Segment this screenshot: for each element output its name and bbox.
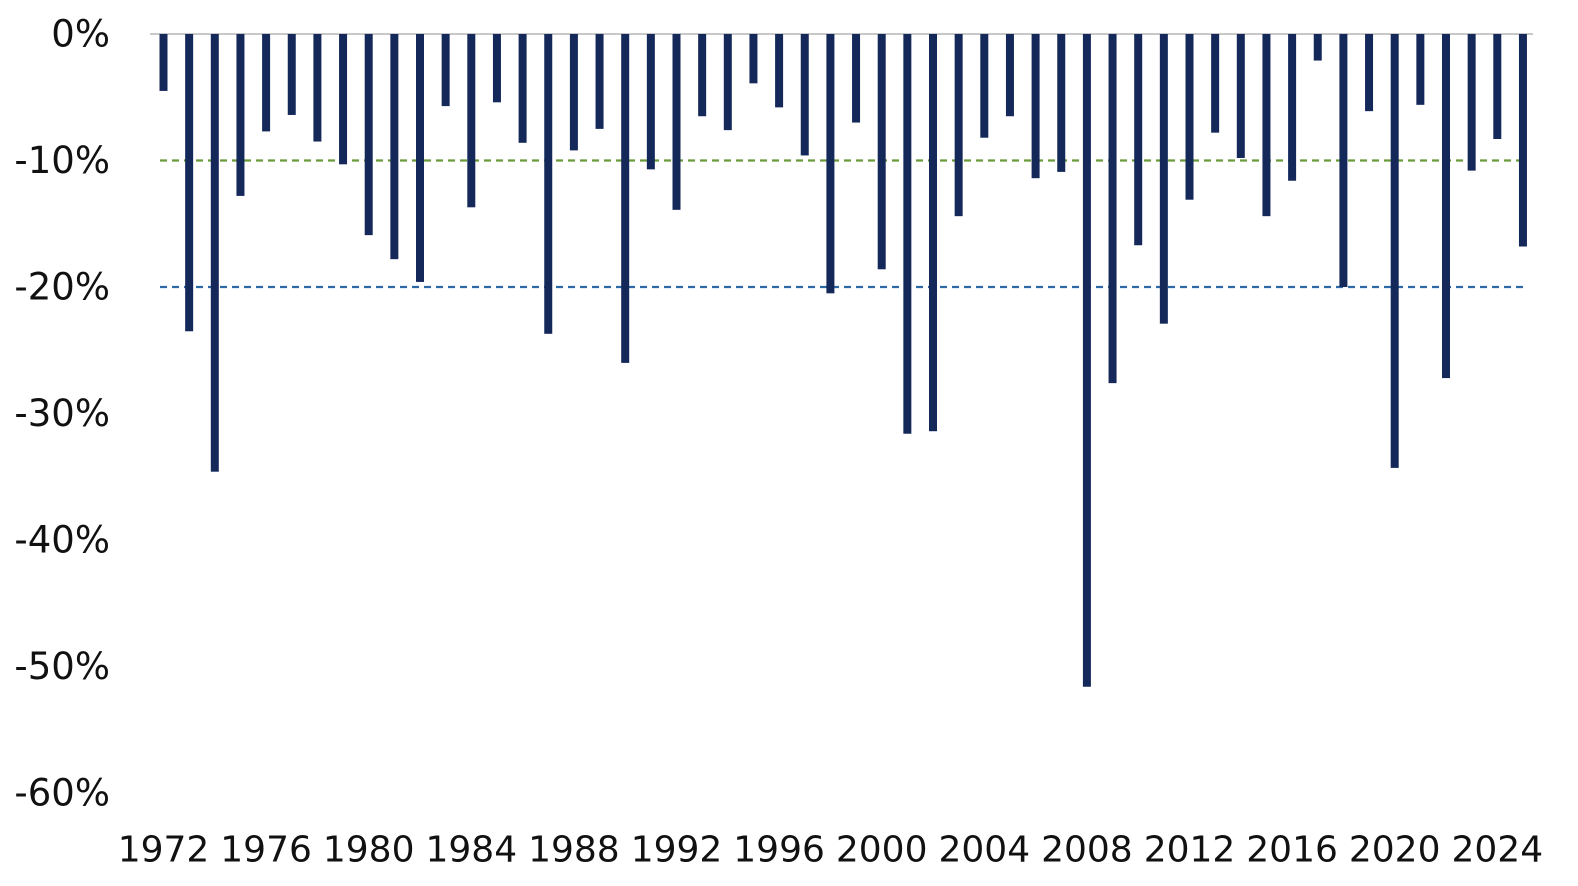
bar-2013 [1211,34,1220,133]
bar-2025 [1518,34,1527,247]
x-tick-label: 2016 [1246,830,1338,871]
bar-1972 [159,34,168,91]
bar-1992 [672,34,681,210]
bar-2004 [980,34,989,138]
bar-1998 [826,34,835,294]
bar-2003 [954,34,963,217]
y-tick-label: -50% [14,645,110,688]
bar-1990 [621,34,630,363]
bar-2009 [1108,34,1117,384]
bar-1996 [775,34,784,108]
bar-1973 [185,34,194,332]
bar-1989 [595,34,604,129]
x-tick-label: 1980 [323,830,415,871]
bar-2016 [1288,34,1297,181]
bar-2020 [1390,34,1399,468]
bar-1987 [544,34,553,334]
x-axis-ticks: 1972 1976 1980 1984 1988 1992 1996 2000 2004 2008… [118,830,1543,871]
bar-2001 [903,34,912,434]
bar-1995 [749,34,758,84]
bar-1980 [364,34,373,236]
bar-2008 [1082,34,1091,687]
y-tick-label: -60% [14,772,110,815]
bar-2015 [1262,34,1271,217]
bar-1988 [569,34,578,151]
bar-1977 [287,34,296,115]
bar-1999 [852,34,861,123]
x-tick-label: 2024 [1451,830,1543,871]
bar-1981 [390,34,399,260]
bar-1991 [646,34,655,170]
bar-2022 [1442,34,1450,379]
bar-2023 [1467,34,1476,171]
bars-group [159,34,1527,687]
x-tick-label: 1984 [425,830,517,871]
x-tick-label: 2008 [1041,830,1133,871]
x-tick-label: 2012 [1144,830,1236,871]
bar-1975 [236,34,245,196]
bar-2012 [1185,34,1194,200]
bar-1985 [492,34,501,103]
x-tick-label: 1988 [528,830,620,871]
bar-1984 [467,34,476,208]
bar-1982 [416,34,424,282]
bar-1983 [441,34,450,107]
bar-2021 [1416,34,1425,105]
y-axis-ticks: 0% -10% -20% -30% -40% -50% -60% [14,13,110,815]
bar-2002 [929,34,937,432]
bar-2006 [1031,34,1040,179]
bar-1994 [723,34,732,131]
x-tick-label: 2004 [938,830,1030,871]
x-tick-label: 1996 [733,830,825,871]
bar-2024 [1493,34,1502,139]
bar-2010 [1134,34,1143,246]
y-tick-label: -10% [14,139,110,182]
bar-1986 [518,34,527,143]
bar-2014 [1236,34,1245,158]
bar-2011 [1159,34,1168,324]
y-tick-label: -40% [14,519,110,562]
bar-2019 [1365,34,1374,112]
bar-1979 [339,34,348,165]
bar-1974 [210,34,219,472]
reference-lines [160,159,1528,289]
x-tick-label: 1972 [118,830,210,871]
bar-2007 [1057,34,1066,172]
bar-1978 [313,34,322,142]
x-tick-label: 2020 [1349,830,1441,871]
bar-2017 [1313,34,1322,61]
x-tick-label: 2000 [836,830,928,871]
x-tick-label: 1976 [220,830,312,871]
y-tick-label: 0% [51,13,110,56]
y-tick-label: -20% [14,266,110,309]
y-tick-label: -30% [14,392,110,435]
x-tick-label: 1992 [631,830,723,871]
bar-1976 [262,34,271,132]
bar-2005 [1005,34,1014,117]
bar-2018 [1339,34,1348,287]
bar-2000 [877,34,886,270]
bar-1997 [800,34,809,156]
bar-1993 [698,34,707,117]
